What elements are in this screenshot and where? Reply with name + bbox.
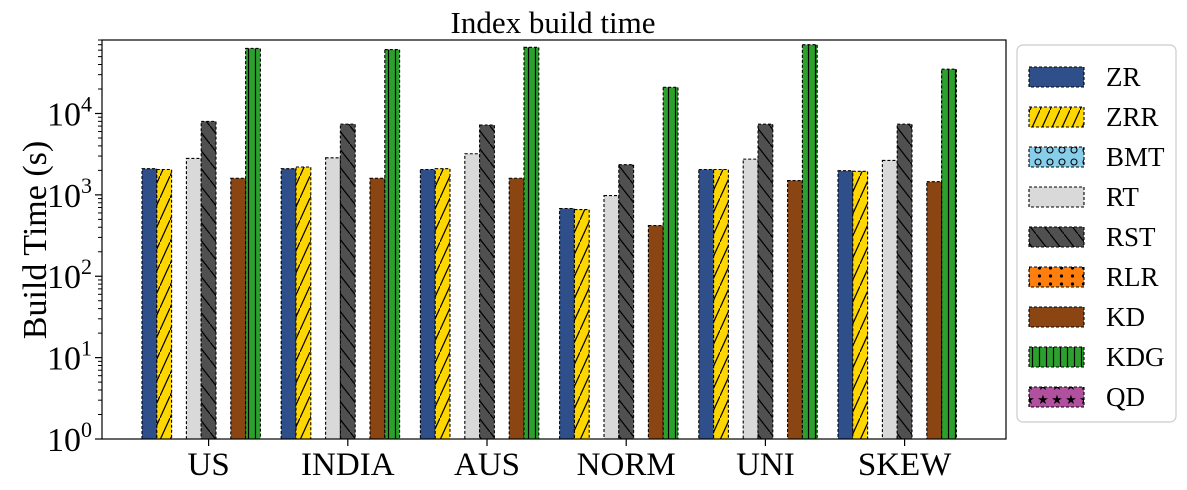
bar-kd-aus	[509, 178, 524, 439]
bar-outline-zrr-india	[295, 166, 312, 440]
bar-outline-kdg-norm	[662, 86, 679, 440]
bar-hatch-kdg-uni	[802, 44, 818, 439]
bar-hatch-rst-norm	[618, 164, 634, 439]
y-ticks: 100 101 102 103 104	[47, 39, 102, 459]
legend-swatch-outline-qd	[1028, 386, 1085, 408]
bar-hatch-kdg-skew	[941, 69, 957, 439]
bar-hatch-kdg-aus	[524, 47, 539, 440]
y-tick-label-1: 101	[47, 336, 92, 378]
bar-outline-kdg-aus	[523, 46, 540, 440]
x-tick-label-norm: NORM	[577, 447, 676, 483]
legend-swatch-outline-rlr	[1028, 266, 1085, 288]
legend-swatch-hatch-kdg	[1029, 347, 1084, 367]
legend-label-rlr: RLR	[1106, 262, 1159, 292]
legend-swatch-hatch-rlr	[1029, 267, 1084, 287]
bar-zr-aus	[420, 169, 436, 439]
bar-kd-uni	[787, 180, 803, 439]
bar-outline-kd-skew	[926, 181, 943, 440]
plot-frame	[101, 39, 1007, 440]
x-tick-label-aus: AUS	[454, 447, 520, 483]
bar-hatch-rst-india	[340, 124, 356, 440]
bar-hatch-zrr-uni	[713, 169, 729, 439]
bar-hatch-rst-us	[201, 121, 216, 439]
legend-swatch-outline-rt	[1028, 186, 1085, 208]
legend-swatch-outline-rst	[1028, 226, 1085, 248]
legend-label-qd: QD	[1106, 382, 1145, 412]
bar-rt-india	[325, 157, 341, 439]
legend-swatch-zr	[1029, 67, 1084, 87]
x-ticks: US INDIA AUS NORM UNI SKEW	[188, 439, 952, 483]
bar-hatch-zrr-us	[156, 169, 172, 439]
bar-kd-us	[230, 178, 246, 439]
chart-title: Index build time	[451, 5, 656, 40]
bar-hatch-zrr-skew	[852, 171, 868, 439]
bar-hatch-rst-aus	[479, 125, 495, 439]
legend-label-rst: RST	[1106, 222, 1156, 252]
bar-zr-norm	[559, 208, 575, 439]
legend-swatch-outline-kd	[1028, 306, 1085, 328]
legend-label-kdg: KDG	[1106, 342, 1165, 372]
legend-swatch-kd	[1029, 307, 1084, 327]
legend-label-bmt: BMT	[1106, 142, 1165, 172]
y-tick-label-0: 100	[47, 417, 92, 459]
legend-swatch-rt	[1029, 187, 1084, 207]
legend-swatch-hatch-zrr	[1029, 107, 1084, 127]
y-axis-label: Build Time (s)	[17, 141, 54, 339]
bar-kd-india	[370, 178, 385, 439]
legend-swatch-hatch-rst	[1029, 227, 1084, 247]
bar-rt-us	[186, 158, 202, 440]
bar-zr-uni	[698, 169, 714, 439]
bar-kd-skew	[926, 181, 942, 439]
legend-swatch-outline-kdg	[1028, 346, 1085, 368]
bar-zr-skew	[838, 170, 853, 439]
legend-label-zrr: ZRR	[1106, 102, 1159, 132]
x-tick-label-india: INDIA	[301, 447, 395, 483]
y-tick-label-3: 103	[47, 173, 92, 215]
legend-swatch-outline-zrr	[1028, 106, 1085, 128]
y-tick-label-2: 102	[47, 254, 92, 296]
bar-hatch-kdg-india	[384, 49, 400, 439]
legend-swatch-outline-bmt	[1028, 146, 1085, 168]
bar-hatch-zrr-norm	[574, 209, 590, 439]
bar-hatch-kdg-norm	[663, 87, 678, 440]
bar-kd-norm	[648, 225, 664, 439]
x-tick-label-uni: UNI	[736, 447, 795, 483]
y-tick-label-4: 104	[47, 91, 92, 133]
bar-rt-uni	[743, 159, 758, 439]
legend-swatch-hatch-qd	[1029, 387, 1084, 407]
bar-hatch-rst-skew	[897, 124, 912, 440]
bar-hatch-zrr-aus	[435, 168, 450, 439]
x-tick-label-us: US	[188, 447, 230, 483]
legend-swatch-hatch-bmt	[1029, 147, 1084, 167]
bar-rt-aus	[464, 153, 480, 440]
bar-hatch-zrr-india	[296, 167, 311, 440]
bars-layer	[141, 44, 957, 440]
legend-label-zr: ZR	[1106, 62, 1141, 92]
legend: ZR ZRR BMT RT RST RLR KD KDG QD	[1016, 44, 1177, 423]
legend-label-rt: RT	[1106, 182, 1139, 212]
bar-outline-zrr-skew	[852, 170, 869, 440]
bar-hatch-kdg-us	[245, 48, 261, 440]
bar-rt-skew	[882, 160, 898, 439]
legend-label-kd: KD	[1106, 302, 1145, 332]
bar-zr-us	[142, 168, 157, 439]
x-tick-label-skew: SKEW	[858, 447, 952, 483]
bar-zr-india	[281, 168, 296, 439]
bar-hatch-rst-uni	[758, 124, 773, 440]
legend-swatch-outline-zr	[1028, 66, 1085, 88]
legend-frame	[1016, 44, 1177, 423]
bar-rt-norm	[604, 195, 619, 439]
bar-outline-rst-us	[200, 120, 217, 440]
